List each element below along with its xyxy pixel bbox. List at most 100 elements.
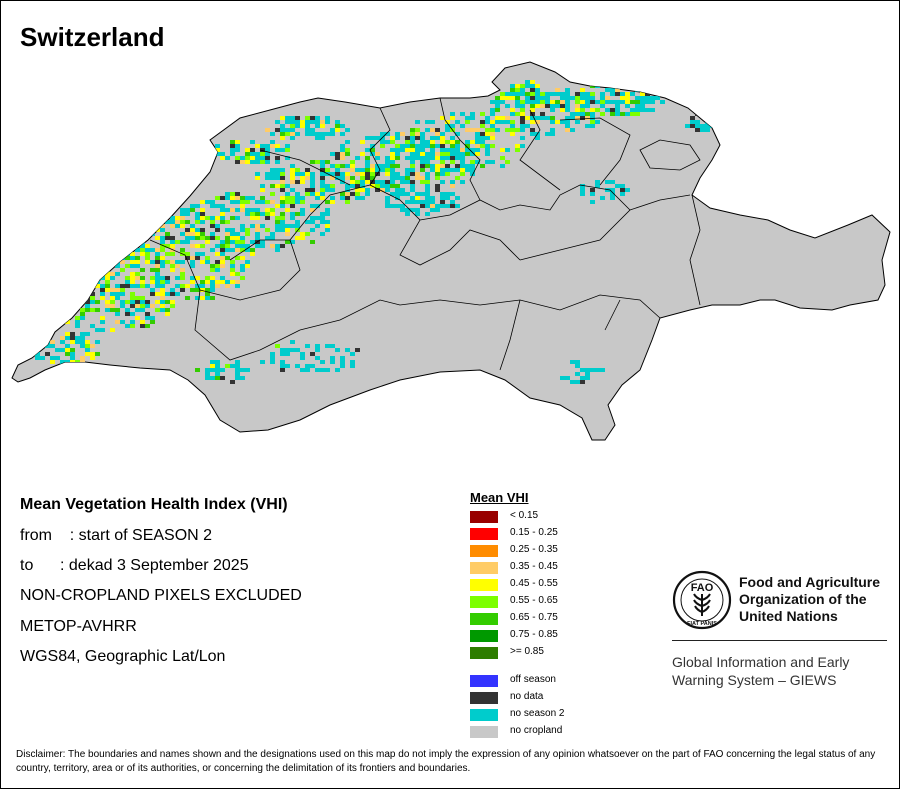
- period-from: from : start of SEASON 2: [20, 527, 213, 544]
- map-pixel: [590, 368, 595, 372]
- map-pixel: [550, 104, 555, 108]
- map-pixel: [450, 156, 455, 160]
- map-pixel: [450, 144, 455, 148]
- map-pixel: [155, 284, 160, 288]
- map-pixel: [630, 92, 635, 96]
- map-pixel: [225, 220, 230, 224]
- map-pixel: [370, 148, 375, 152]
- map-pixel: [110, 272, 115, 276]
- map-pixel: [150, 248, 155, 252]
- map-pixel: [450, 140, 455, 144]
- map-pixel: [420, 152, 425, 156]
- map-pixel: [175, 216, 180, 220]
- map-pixel: [75, 324, 80, 328]
- map-pixel: [345, 200, 350, 204]
- map-pixel: [395, 176, 400, 180]
- map-pixel: [130, 256, 135, 260]
- map-pixel: [270, 232, 275, 236]
- map-pixel: [400, 144, 405, 148]
- map-pixel: [215, 364, 220, 368]
- map-pixel: [265, 200, 270, 204]
- map-pixel: [145, 256, 150, 260]
- map-pixel: [135, 236, 140, 240]
- map-pixel: [100, 260, 105, 264]
- map-pixel: [325, 160, 330, 164]
- map-pixel: [230, 236, 235, 240]
- map-pixel: [185, 284, 190, 288]
- map-pixel: [460, 164, 465, 168]
- map-pixel: [535, 116, 540, 120]
- map-pixel: [440, 152, 445, 156]
- map-pixel: [350, 180, 355, 184]
- map-pixel: [295, 120, 300, 124]
- map-pixel: [230, 280, 235, 284]
- map-pixel: [205, 288, 210, 292]
- map-pixel: [250, 240, 255, 244]
- map-pixel: [385, 140, 390, 144]
- map-pixel: [315, 116, 320, 120]
- map-pixel: [290, 216, 295, 220]
- map-pixel: [105, 224, 110, 228]
- map-pixel: [390, 176, 395, 180]
- map-pixel: [305, 132, 310, 136]
- map-pixel: [470, 164, 475, 168]
- map-pixel: [365, 168, 370, 172]
- map-pixel: [550, 92, 555, 96]
- map-pixel: [220, 256, 225, 260]
- map-pixel: [585, 96, 590, 100]
- map-pixel: [425, 140, 430, 144]
- map-pixel: [95, 284, 100, 288]
- map-pixel: [575, 96, 580, 100]
- map-pixel: [80, 300, 85, 304]
- map-pixel: [465, 140, 470, 144]
- map-pixel: [390, 148, 395, 152]
- map-pixel: [410, 208, 415, 212]
- map-pixel: [275, 148, 280, 152]
- map-pixel: [290, 136, 295, 140]
- map-pixel: [280, 348, 285, 352]
- map-pixel: [575, 380, 580, 384]
- map-pixel: [430, 120, 435, 124]
- map-pixel: [330, 356, 335, 360]
- map-pixel: [165, 252, 170, 256]
- map-pixel: [170, 224, 175, 228]
- map-pixel: [500, 164, 505, 168]
- map-pixel: [615, 108, 620, 112]
- legend-swatch: [470, 511, 498, 523]
- map-pixel: [195, 288, 200, 292]
- map-pixel: [240, 376, 245, 380]
- map-pixel: [325, 368, 330, 372]
- map-pixel: [80, 336, 85, 340]
- map-pixel: [265, 236, 270, 240]
- map-pixel: [235, 144, 240, 148]
- map-pixel: [305, 128, 310, 132]
- map-pixel: [105, 264, 110, 268]
- map-pixel: [395, 156, 400, 160]
- map-pixel: [280, 168, 285, 172]
- map-pixel: [420, 160, 425, 164]
- map-pixel: [510, 124, 515, 128]
- map-pixel: [140, 220, 145, 224]
- map-pixel: [125, 308, 130, 312]
- map-pixel: [535, 100, 540, 104]
- map-pixel: [280, 200, 285, 204]
- map-pixel: [390, 168, 395, 172]
- map-pixel: [310, 120, 315, 124]
- map-pixel: [645, 96, 650, 100]
- map-pixel: [255, 212, 260, 216]
- map-pixel: [590, 192, 595, 196]
- map-pixel: [470, 140, 475, 144]
- map-pixel: [520, 104, 525, 108]
- map-pixel: [330, 188, 335, 192]
- map-pixel: [435, 144, 440, 148]
- map-pixel: [320, 124, 325, 128]
- map-pixel: [375, 180, 380, 184]
- map-pixel: [575, 120, 580, 124]
- map-pixel: [140, 224, 145, 228]
- map-pixel: [105, 276, 110, 280]
- map-pixel: [155, 292, 160, 296]
- map-pixel: [345, 196, 350, 200]
- map-pixel: [685, 124, 690, 128]
- map-pixel: [25, 352, 30, 356]
- map-pixel: [140, 244, 145, 248]
